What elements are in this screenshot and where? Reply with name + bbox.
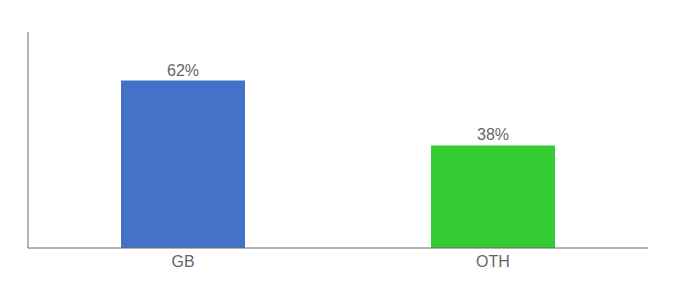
svg-text:GB: GB bbox=[171, 253, 194, 270]
svg-text:38%: 38% bbox=[477, 126, 509, 143]
svg-text:62%: 62% bbox=[167, 62, 199, 79]
svg-text:OTH: OTH bbox=[476, 253, 510, 270]
